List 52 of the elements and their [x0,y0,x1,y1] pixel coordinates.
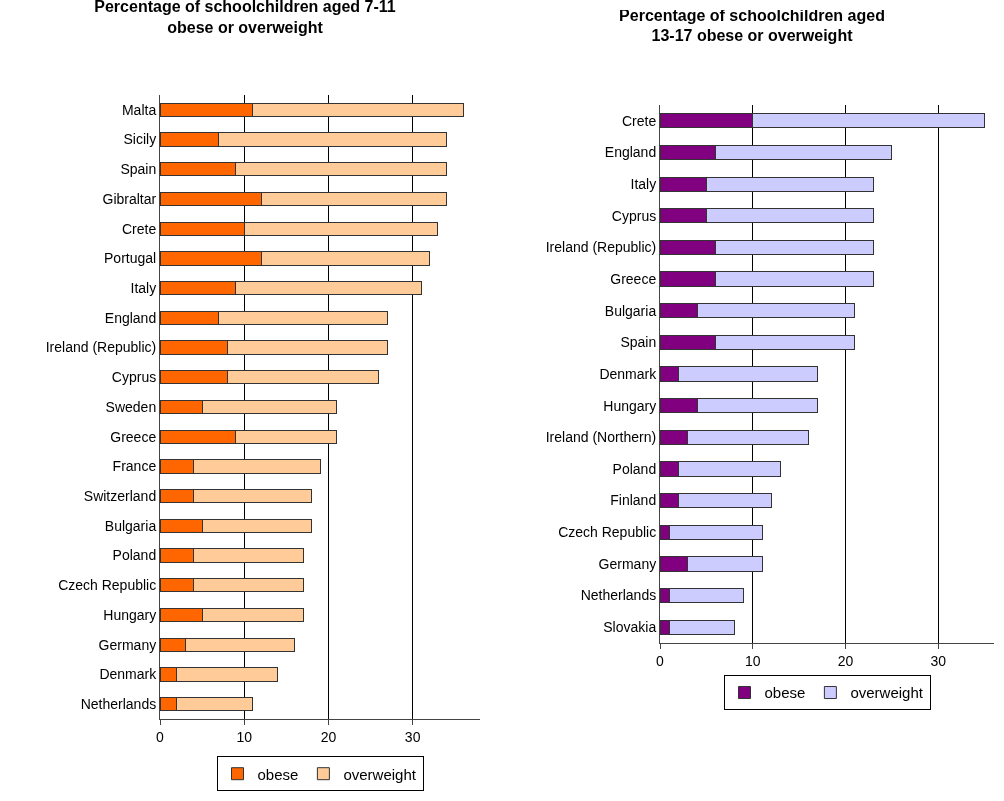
y-tick-label: Netherlands [80,696,157,713]
y-tick-label: Ireland (Republic) [545,239,657,256]
legend-label: overweight [343,765,417,783]
y-tick-label: Greece [110,428,157,445]
y-tick-label: Slovakia [603,619,657,636]
y-tick-label: France [112,458,157,475]
x-tick-label: 10 [744,652,761,669]
y-tick-label: Gibraltar [102,190,157,207]
y-tick-label: Cyprus [111,369,157,386]
x-tick-label: 0 [656,652,665,669]
y-tick-label: Greece [610,270,657,287]
x-tick-label: 20 [837,652,854,669]
x-tick-label: 20 [320,728,337,745]
y-tick-label: Poland [612,460,657,477]
y-tick-label: Italy [630,176,657,193]
y-tick-label: Bulgaria [104,517,157,534]
x-tick-label: 10 [236,728,253,745]
x-tick-label: 0 [156,728,165,745]
y-tick-label: Hungary [103,606,157,623]
y-tick-label: Malta [121,101,157,118]
y-tick-label: Cyprus [611,207,657,224]
y-tick-label: England [104,309,157,326]
y-tick-label: Poland [112,547,157,564]
chart-title: Percentage of schoolchildren aged 7-11 obese or overweight [94,0,396,36]
legend-label: overweight [850,684,924,702]
y-tick-label: Czech Republic [58,577,157,594]
y-tick-label: Ireland (Northern) [545,429,657,446]
y-tick-label: Portugal [104,250,157,267]
y-tick-label: Ireland (Republic) [45,339,157,356]
y-tick-label: Crete [121,220,157,237]
y-tick-label: Netherlands [580,587,657,604]
y-tick-label: Germany [98,636,157,653]
y-tick-label: Denmark [599,365,658,382]
x-tick-label: 30 [404,728,421,745]
x-tick-label: 30 [930,652,947,669]
y-tick-label: Spain [120,161,157,178]
y-tick-label: Switzerland [83,488,157,505]
y-tick-label: Denmark [99,666,158,683]
y-tick-label: Finland [610,492,657,509]
y-tick-label: Italy [130,280,157,297]
legend-label: obese [764,684,806,702]
y-tick-label: Czech Republic [558,524,657,541]
y-tick-label: Crete [621,112,657,129]
y-tick-label: Spain [620,334,657,351]
chart-title: Percentage of schoolchildren aged 13-17 obese or overweight [619,6,885,45]
y-tick-label: Germany [598,555,657,572]
y-tick-label: England [604,144,657,161]
y-tick-label: Bulgaria [604,302,657,319]
legend-label: obese [257,765,299,783]
y-tick-label: Sweden [105,398,157,415]
y-tick-label: Sicily [123,131,157,148]
y-tick-label: Hungary [603,397,657,414]
